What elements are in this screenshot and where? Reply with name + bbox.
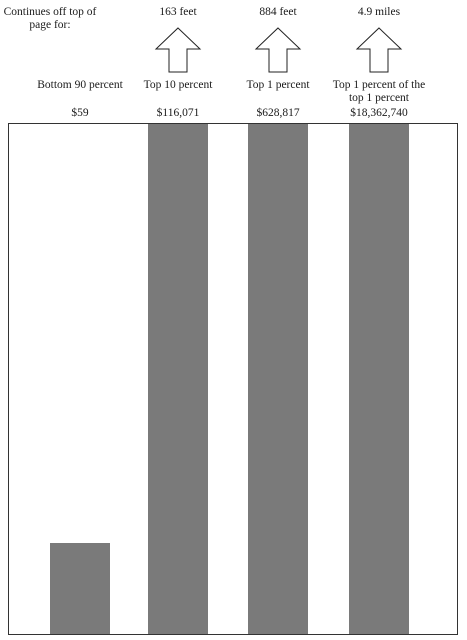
off-page-distance-1: 163 feet <box>159 6 197 18</box>
up-arrow-icon <box>154 27 202 73</box>
category-label-1: Top 10 percent <box>143 79 213 91</box>
up-arrow-icon <box>254 27 302 73</box>
bar-2 <box>248 124 308 634</box>
category-label-0: Bottom 90 percent <box>37 79 123 91</box>
bar-1 <box>148 124 208 634</box>
value-label-1: $116,071 <box>156 107 200 119</box>
up-arrow-icon <box>355 27 403 73</box>
off-page-distance-2: 884 feet <box>259 6 297 18</box>
bar-3 <box>349 124 409 634</box>
value-label-3: $18,362,740 <box>350 107 408 119</box>
category-label-3: Top 1 percent of the top 1 percent <box>332 79 426 104</box>
continues-off-page-note: Continues off top of page for: <box>3 6 97 31</box>
plot-area <box>8 123 458 635</box>
value-label-2: $628,817 <box>256 107 300 119</box>
bar-0 <box>50 543 110 634</box>
category-label-2: Top 1 percent <box>246 79 310 91</box>
off-page-distance-3: 4.9 miles <box>357 6 401 18</box>
value-label-0: $59 <box>71 107 89 119</box>
